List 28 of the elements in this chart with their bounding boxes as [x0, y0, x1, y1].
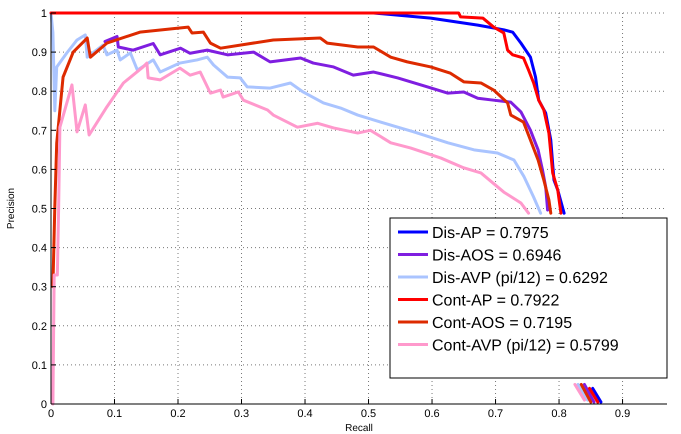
y-tick-label: 0.8 — [32, 86, 47, 98]
y-tick-label: 0.2 — [32, 320, 47, 333]
legend-label: Cont-AVP (pi/12) = 0.5799 — [432, 338, 619, 354]
y-tick-label: 0.5 — [32, 204, 47, 216]
x-tick-label: 0.5 — [360, 408, 376, 420]
x-tick-label: 0.2 — [170, 408, 186, 420]
y-tick-label: 1 — [40, 8, 47, 20]
y-tick-label: 0.7 — [32, 125, 47, 138]
x-tick-label: 0.8 — [551, 408, 567, 420]
x-tick-label: 0.1 — [106, 408, 122, 420]
y-tick-label: 0.4 — [32, 242, 47, 255]
legend-label: Cont-AOS = 0.7195 — [432, 315, 572, 332]
x-tick-label: 0.4 — [297, 408, 313, 420]
x-tick-label: 0.7 — [488, 408, 504, 420]
y-tick-label: 0.1 — [32, 360, 47, 372]
y-tick-label: 0.3 — [32, 282, 47, 294]
legend-label: Cont-AP = 0.7922 — [432, 292, 560, 310]
y-axis-title: Precision — [6, 188, 17, 230]
x-tick-label: 0.9 — [614, 408, 630, 420]
legend-label: Dis-AP = 0.7975 — [432, 225, 549, 242]
x-tick-label: 0.3 — [234, 408, 250, 420]
x-axis-title: Recall — [345, 423, 373, 434]
legend-label: Dis-AOS = 0.6946 — [432, 248, 562, 264]
y-tick-label: 0.9 — [32, 47, 47, 60]
y-tick-label: 0 — [40, 399, 47, 411]
y-tick-label: 0.6 — [32, 164, 47, 176]
x-tick-label: 0.6 — [424, 408, 440, 420]
legend-label: Dis-AVP (pi/12) = 0.6292 — [432, 270, 608, 287]
